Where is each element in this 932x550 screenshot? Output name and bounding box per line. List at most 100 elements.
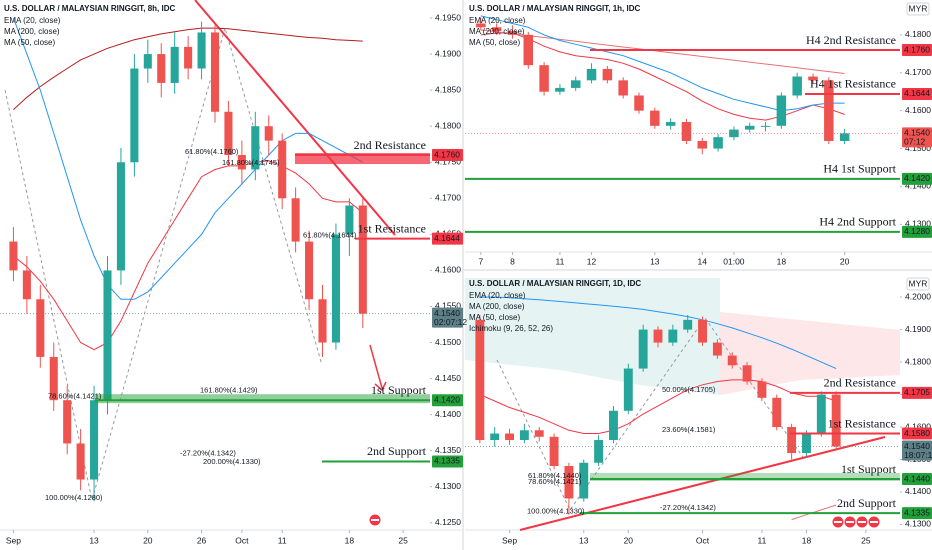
legend-entry: EMA (20, close): [469, 16, 526, 25]
legend-entry: MA (50, close): [469, 38, 520, 47]
candle-body: [90, 400, 99, 480]
x-tick-label: 20: [624, 535, 634, 545]
legend-entry: MA (50, close): [469, 313, 520, 322]
candle-body: [170, 46, 179, 83]
event-icon-stripe: [834, 521, 842, 523]
candle-body: [609, 410, 618, 441]
x-tick-label: 11: [278, 535, 287, 545]
legend-entry: Ichimoku (9, 26, 52, 26): [469, 324, 553, 333]
y-tick-label: 4.1750: [435, 156, 461, 166]
candle-body: [839, 133, 850, 141]
level-tag-label: 4.1420: [904, 173, 930, 183]
level-tag: [902, 44, 932, 57]
event-icon-stripe: [846, 521, 854, 523]
level-tag-label: 4.1760: [904, 44, 930, 54]
fib-label: 161.80%(4.1429): [200, 386, 258, 395]
x-tick-label: 18: [802, 535, 812, 545]
candle-body: [824, 80, 834, 141]
level-tag: [432, 394, 463, 407]
y-tick-label: 4.1600: [435, 265, 461, 275]
y-tick-label: 4.1700: [435, 193, 461, 203]
level-tag: [432, 149, 463, 162]
level-tag-label: 4.1280: [904, 226, 930, 236]
candle-body: [103, 270, 112, 401]
candle-body: [130, 68, 139, 163]
last-price-tag: [902, 127, 932, 148]
x-tick-label: Oct: [235, 535, 249, 545]
indicator-line: [480, 29, 845, 74]
candle-body: [634, 95, 644, 111]
fib-label: 61.80%(4.1440): [528, 471, 582, 480]
level-name: H4 1st Support: [823, 162, 896, 176]
legend-entry: EMA (20, close): [4, 16, 61, 25]
currency: MYR: [909, 3, 928, 13]
last-price-label: 4.1540: [904, 441, 930, 451]
currency: MYR: [909, 278, 928, 288]
candle-body: [251, 126, 260, 170]
x-tick-label: 18: [777, 256, 787, 266]
level-tag: [902, 172, 932, 185]
candle-body: [579, 462, 589, 499]
x-tick-label: 01:00: [723, 256, 745, 266]
indicator-line: [13, 27, 363, 110]
fib-label: 100.00%(4.1280): [45, 493, 103, 502]
candle-body: [549, 436, 559, 467]
candle-body: [476, 23, 486, 28]
y-tick-label: 4.1300: [905, 519, 931, 529]
candle-body: [681, 122, 692, 141]
candle-body: [523, 34, 534, 66]
fib-label: 61.80%(4.1760): [185, 147, 239, 156]
level-tag-label: 4.1440: [904, 473, 930, 483]
level-tag-label: 4.1335: [434, 456, 460, 466]
y-tick-label: 4.1700: [905, 67, 931, 77]
candle-body: [713, 137, 723, 149]
currency-box: [906, 277, 930, 291]
level-tag: [902, 427, 932, 440]
legend-entry: MA (200, close): [469, 27, 525, 36]
candle-body: [76, 443, 85, 480]
candle-body: [712, 342, 722, 356]
level-name: 2nd Support: [367, 444, 427, 458]
candle-body: [184, 46, 193, 69]
candle-body: [237, 155, 246, 170]
candle-body: [9, 241, 18, 271]
candle-body: [491, 27, 502, 32]
x-tick-label: 14: [698, 256, 708, 266]
x-tick-label: 20: [840, 256, 850, 266]
y-tick-label: 4.1950: [435, 12, 461, 22]
fib-label: 61.80%(4.1644): [303, 231, 357, 240]
level-tag: [432, 455, 463, 468]
candle-body: [358, 205, 367, 314]
y-tick-label: 4.1550: [435, 301, 461, 311]
event-icon-stripe: [858, 521, 866, 523]
candle-body: [831, 394, 841, 447]
level-name: H4 1st Resistance: [810, 77, 896, 91]
candle-body: [727, 355, 737, 366]
x-tick-label: Sep: [6, 535, 21, 545]
level-name: H4 2nd Resistance: [806, 33, 896, 47]
candle-body: [602, 68, 613, 81]
indicator-line: [12, 17, 364, 300]
candle-body: [757, 381, 767, 398]
fib-label: 100.00%(4.1330): [527, 507, 585, 516]
candle-body: [650, 110, 660, 126]
level-name: 1st Resistance: [358, 221, 426, 235]
x-tick-label: 13: [89, 535, 99, 545]
level-tag: [902, 386, 932, 399]
candle-body: [729, 129, 739, 138]
y-tick-label: 4.1900: [905, 324, 931, 334]
level-tag: [902, 225, 932, 238]
currency-box: [906, 2, 930, 16]
last-price-label: 4.1540: [904, 128, 930, 138]
fib-zigzag: [496, 317, 806, 511]
candle-body: [475, 319, 485, 441]
y-tick-label: 4.1500: [905, 143, 931, 153]
level-tag-label: 4.1420: [434, 394, 460, 404]
candle-body: [638, 329, 648, 369]
support-zone: [590, 473, 900, 481]
fib-label: 78.60%(4.1421): [48, 391, 102, 400]
y-tick-label: 4.1850: [435, 84, 461, 94]
level-tag-label: 4.1760: [434, 149, 460, 159]
candle-body: [197, 32, 206, 69]
level-name: 2nd Support: [837, 496, 897, 510]
